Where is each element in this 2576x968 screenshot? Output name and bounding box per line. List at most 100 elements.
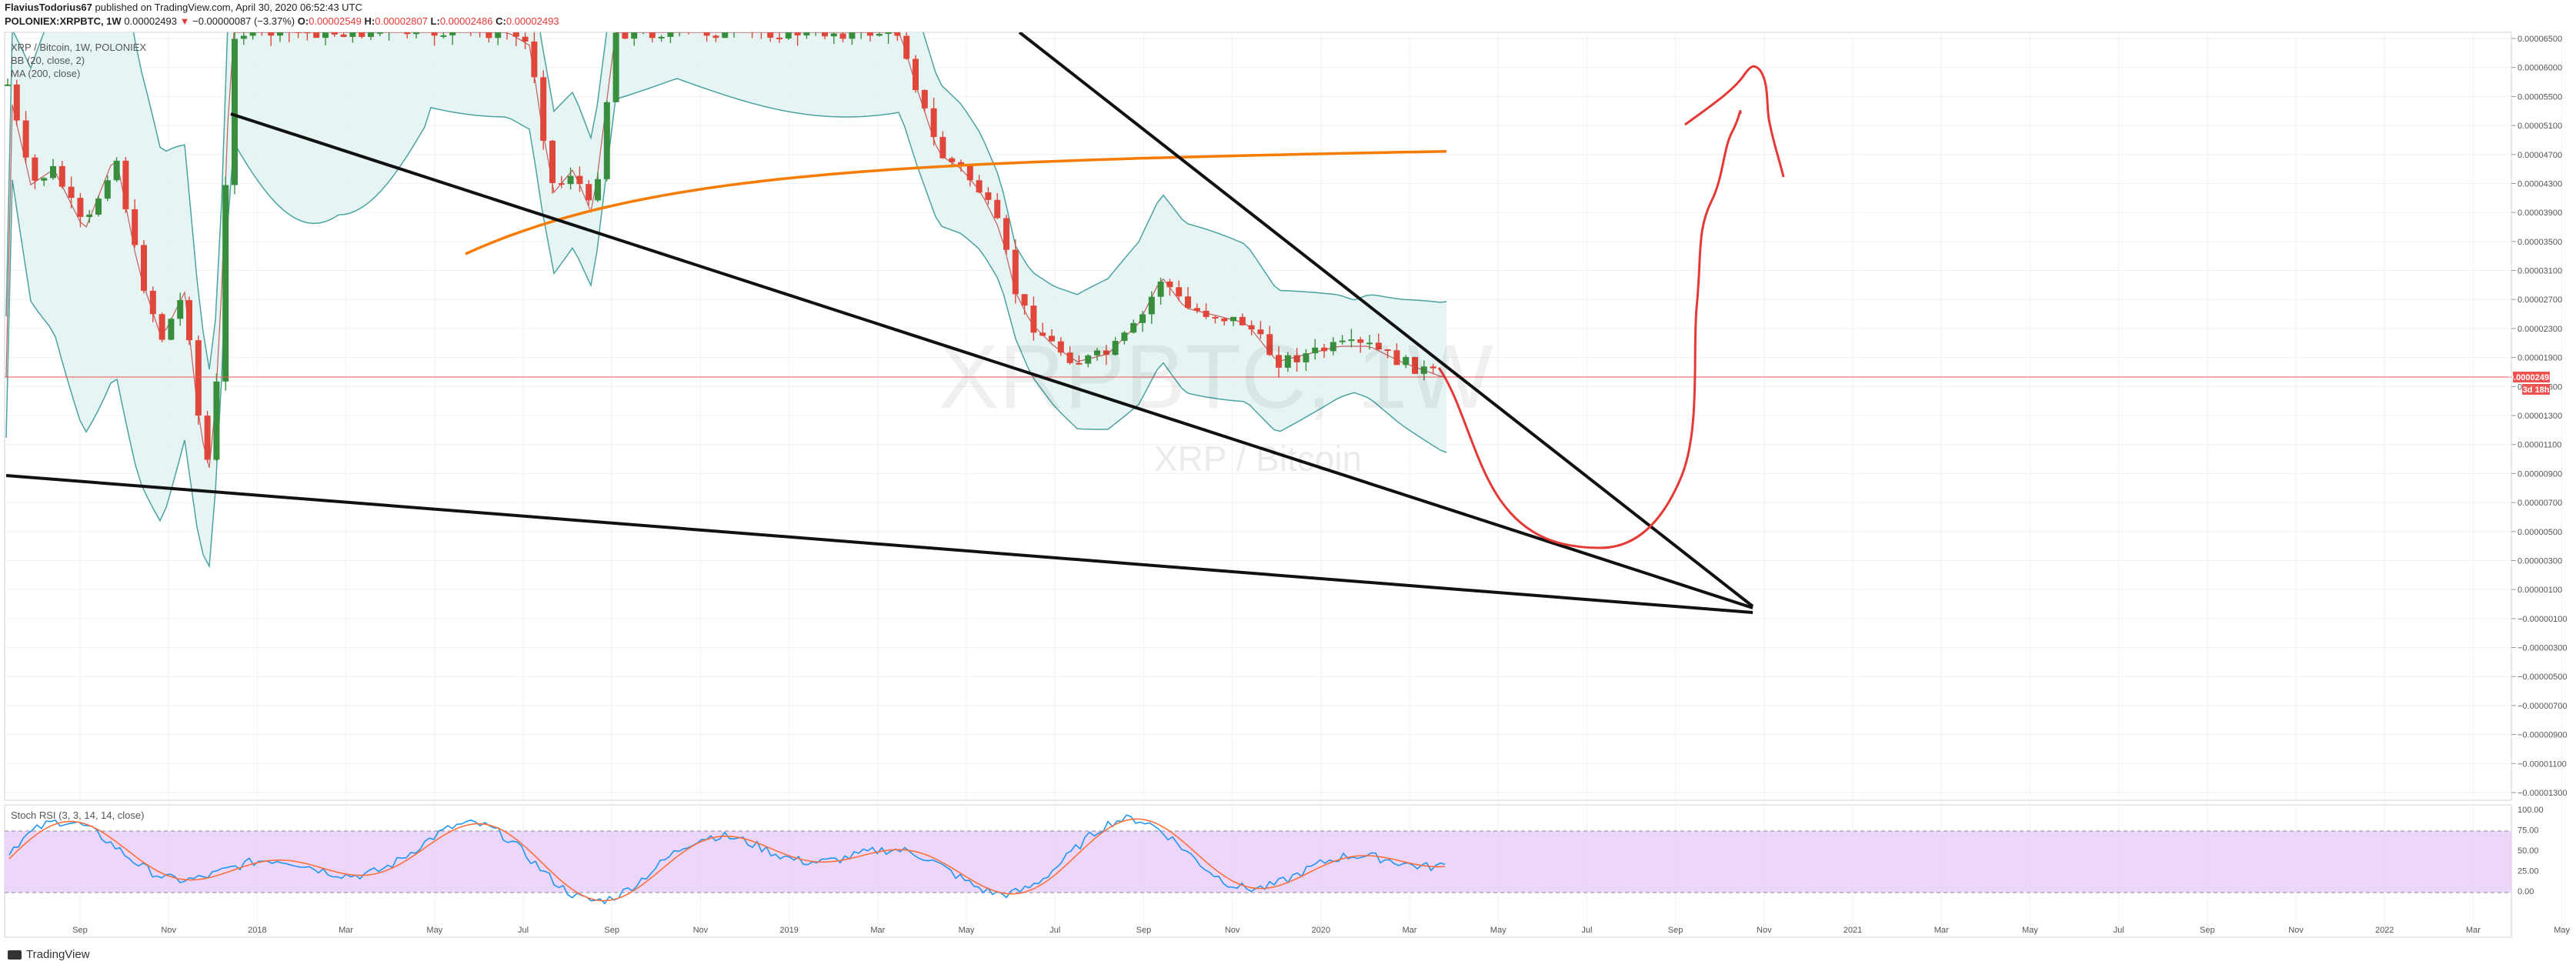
candle-body — [1257, 329, 1264, 335]
candle-body — [322, 32, 329, 38]
candle-body — [1312, 347, 1319, 354]
price-tick-label: 0.00005100 — [2518, 122, 2562, 131]
candle-body — [913, 58, 919, 90]
candle-body — [1284, 355, 1291, 368]
candle-body — [994, 199, 1001, 219]
candle-body — [758, 30, 764, 32]
projection-drawing[interactable] — [1437, 109, 1742, 549]
candle-body — [1166, 281, 1173, 288]
candle-body — [813, 28, 819, 29]
candle-body — [141, 245, 147, 291]
candle-body — [86, 214, 93, 217]
candle-body — [1412, 356, 1418, 374]
candle-body — [1248, 325, 1255, 330]
legend-bb[interactable]: BB (20, close, 2) — [11, 55, 85, 66]
trendline-resistance[interactable] — [1018, 32, 1754, 608]
time-tick-label: May — [2554, 926, 2570, 935]
candle-body — [1239, 316, 1246, 325]
publisher-name[interactable]: FlaviusTodorius67 — [5, 2, 92, 13]
time-tick-label: May — [426, 926, 442, 935]
bollinger-upper-line — [5, 32, 1447, 370]
time-tick-label: Sep — [1136, 926, 1152, 935]
candle-body — [295, 32, 302, 33]
stoch-rsi-k-line — [8, 814, 1446, 905]
symbol-name[interactable]: POLONIEX:XRPBTC, 1W — [5, 15, 122, 27]
trendline-upper-support[interactable] — [230, 112, 1753, 609]
candle-body — [168, 319, 175, 340]
candle-body — [749, 26, 756, 31]
candle-body — [558, 182, 565, 185]
price-axis[interactable]: 0.00006500 0.00006000 0.00005500 0.00005100… — [2511, 35, 2568, 798]
time-tick-label: May — [2022, 926, 2038, 935]
candle-body — [839, 33, 846, 39]
time-tick-label: Nov — [161, 926, 176, 935]
time-tick-label: Mar — [1403, 926, 1417, 935]
candle-body — [395, 27, 401, 28]
price-tick-label: −0.00000500 — [2518, 673, 2568, 682]
candle-body — [41, 178, 48, 181]
candle-body — [776, 37, 782, 39]
open-label: O: — [297, 15, 309, 27]
candle-body — [1003, 218, 1009, 250]
rsi-legend[interactable]: Stoch RSI (3, 3, 14, 14, close) — [11, 809, 145, 821]
candle-body — [1157, 281, 1164, 297]
candle-body — [304, 32, 311, 34]
time-tick-label: Sep — [604, 926, 619, 935]
down-arrow-icon: ▼ — [179, 15, 190, 27]
candle-body — [122, 160, 129, 209]
candle-body — [1230, 316, 1236, 322]
candle-body — [576, 175, 583, 185]
time-tick-label: Nov — [2288, 926, 2304, 935]
candle-body — [1330, 342, 1336, 352]
time-tick-label: Jul — [1581, 926, 1592, 935]
watermark-symbol: XRPBTC, 1W — [938, 326, 1493, 428]
price-pane[interactable] — [4, 32, 2512, 801]
legend-title[interactable]: XRP / Bitcoin, 1W, POLONIEX — [11, 42, 147, 53]
time-tick-label: 2020 — [1312, 926, 1330, 935]
candle-body — [1121, 332, 1128, 342]
price-tick-label: 0.00000700 — [2518, 499, 2562, 508]
rsi-tick-label: 0.00 — [2518, 887, 2534, 896]
watermark-name: XRP / Bitcoin — [1154, 439, 1362, 479]
candle-body — [477, 29, 483, 31]
low-value: 0.00002486 — [439, 15, 493, 27]
candle-body — [1339, 340, 1346, 342]
candle-body — [531, 42, 538, 78]
price-tick-label: −0.00000900 — [2518, 731, 2568, 740]
stoch-rsi-d-line — [8, 818, 1446, 902]
trendline-lower-support[interactable] — [5, 474, 1753, 614]
candle-body — [313, 32, 320, 38]
candle-body — [921, 89, 928, 108]
candle-body — [413, 32, 419, 35]
candle-body — [540, 77, 547, 141]
candle-body — [1303, 353, 1310, 362]
bollinger-band-fill — [6, 32, 1446, 566]
time-tick-label: Mar — [339, 926, 353, 935]
price-tick-label: 0.00001100 — [2518, 441, 2561, 450]
publisher-line: FlaviusTodorius67 published on TradingVi… — [5, 2, 362, 13]
candle-body — [1420, 366, 1427, 374]
price-tick-label: 0.00001300 — [2518, 412, 2562, 421]
price-tick-label: −0.00001100 — [2518, 759, 2567, 769]
candle-body — [1393, 350, 1400, 366]
candle-body — [249, 32, 256, 36]
candle-body — [595, 179, 601, 201]
candle-body — [1430, 366, 1436, 369]
legend-ma[interactable]: MA (200, close) — [11, 68, 81, 79]
candle-body — [77, 198, 84, 217]
candle-body — [22, 120, 29, 158]
candle-body — [667, 32, 674, 37]
candle-body — [1176, 287, 1183, 297]
candle-body — [985, 192, 992, 200]
candle-body — [240, 35, 247, 39]
candle-body — [1148, 296, 1155, 315]
candle-body — [1212, 316, 1219, 319]
candle-body — [622, 32, 629, 39]
time-axis[interactable]: Sep Nov 2018 Mar May Jul Sep Nov 2019 Mar May Jul Se… — [72, 926, 2570, 935]
candle-body — [177, 300, 184, 319]
tradingview-logo[interactable]: TradingView — [8, 948, 90, 961]
projection-drawing-top[interactable] — [1684, 65, 1785, 178]
candle-body — [504, 27, 510, 32]
rsi-axis[interactable]: 100.00 75.00 50.00 25.00 0.00 — [2518, 806, 2544, 896]
